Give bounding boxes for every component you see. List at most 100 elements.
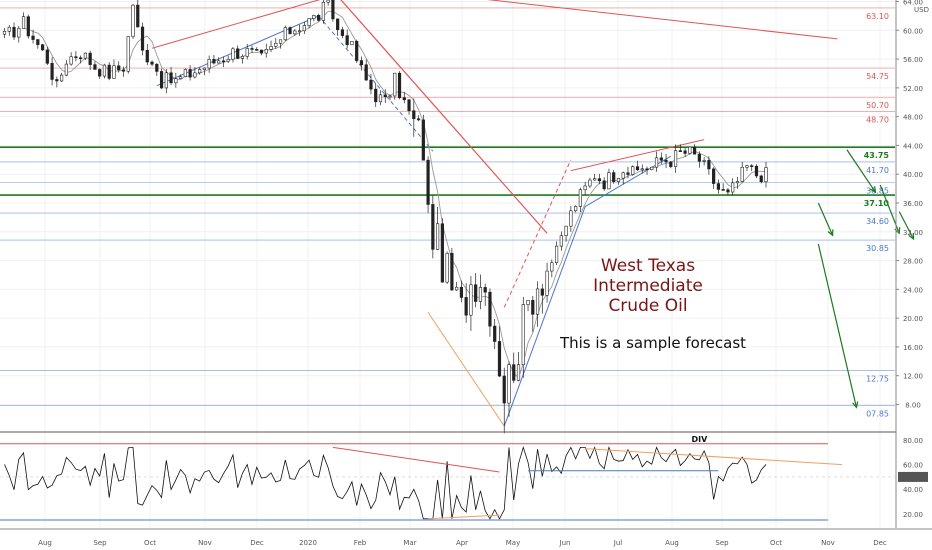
candle-body-99 [474, 284, 478, 302]
chart-title-line-3: Crude Oil [608, 296, 687, 316]
price-tick-label-8: 32.00 [903, 229, 923, 237]
candles-layer [2, 0, 768, 434]
candle-body-60 [288, 27, 292, 35]
candle-body-58 [278, 39, 283, 44]
candle-body-12 [60, 74, 64, 82]
candle-body-86 [412, 110, 416, 120]
candle-body-88 [421, 119, 425, 161]
candle-body-78 [374, 88, 378, 103]
candle-body-20 [98, 69, 102, 77]
forecast-arrow-head-4 [852, 401, 859, 409]
price-tick-label-10: 24.00 [903, 286, 923, 294]
candle-body-115 [550, 262, 554, 272]
candle-body-62 [297, 30, 302, 33]
candle-body-104 [497, 341, 502, 377]
price-tick-label-9: 28.00 [903, 258, 923, 266]
time-tick-label-10: Jun [559, 539, 571, 547]
candle-body-11 [55, 79, 59, 82]
indicator-line [4, 446, 767, 520]
level-label-6: 38.85 [866, 186, 889, 195]
candle-body-112 [535, 288, 540, 315]
candle-body-17 [83, 52, 88, 59]
candle-body-108 [516, 364, 521, 381]
chart-title-line-2: Intermediate [593, 276, 703, 296]
candle-body-15 [74, 56, 78, 59]
indicator-current-label: 50.00 [903, 474, 923, 482]
candle-body-36 [174, 78, 178, 84]
candle-body-142 [678, 150, 682, 152]
candle-body-109 [521, 304, 525, 365]
candle-body-32 [155, 63, 159, 72]
candle-body-116 [554, 245, 559, 264]
price-tick-label-14: 8.00 [905, 402, 921, 410]
trend-red-upper [570, 139, 705, 172]
candle-body-72 [345, 35, 349, 46]
level-label-5: 41.70 [866, 166, 889, 175]
candle-body-95 [455, 286, 459, 291]
level-label-7: 37.10 [864, 199, 890, 208]
candle-body-37 [178, 76, 183, 79]
time-tick-label-5: 2020 [299, 539, 317, 547]
candle-body-67 [321, 1, 325, 21]
price-tick-label-2: 56.00 [903, 56, 923, 64]
candle-body-80 [383, 94, 387, 98]
candle-body-100 [478, 287, 483, 302]
level-lines-layer: 63.10 54.75 50.70 48.70 43.75 41.70 38.85 37.10… [0, 7, 895, 419]
candle-body-8 [40, 44, 45, 51]
trend-blue-up-1 [503, 206, 586, 427]
level-label-10: 12.75 [866, 374, 889, 383]
candle-body-13 [64, 63, 68, 76]
candle-body-157 [750, 165, 754, 167]
candle-body-124 [593, 178, 597, 181]
candle-body-26 [126, 36, 130, 72]
candle-body-155 [740, 166, 744, 182]
candle-body-5 [26, 16, 30, 37]
candle-body-139 [664, 159, 668, 163]
candle-body-138 [659, 157, 663, 161]
candle-body-140 [669, 161, 673, 167]
price-tick-label-13: 12.00 [903, 373, 923, 381]
candle-body-156 [745, 165, 749, 168]
candle-body-107 [512, 364, 516, 381]
time-tick-label-3: Nov [198, 539, 212, 547]
candle-body-132 [631, 166, 635, 175]
candle-body-148 [707, 160, 711, 170]
candle-body-106 [507, 364, 511, 404]
candle-body-41 [198, 69, 202, 74]
trend-upper-red [151, 0, 321, 49]
candle-body-146 [697, 153, 701, 162]
candle-body-96 [459, 286, 464, 298]
forecast-arrow-shaft-2 [898, 211, 915, 240]
candle-body-39 [188, 69, 192, 78]
candle-body-130 [621, 172, 625, 179]
candle-body-110 [526, 300, 530, 305]
candle-body-46 [221, 60, 226, 63]
candle-body-143 [683, 150, 687, 154]
candle-body-123 [588, 179, 592, 187]
candle-body-98 [469, 284, 473, 316]
trend-red-up-dashed [503, 159, 572, 308]
price-tick-label-6: 40.00 [903, 171, 923, 179]
candle-body-50 [240, 56, 245, 59]
candle-body-159 [759, 175, 763, 183]
candle-body-51 [245, 48, 249, 57]
level-label-8: 34.60 [866, 217, 889, 226]
trend-red-down [340, 0, 548, 234]
candle-body-10 [50, 63, 54, 80]
candle-body-92 [440, 223, 444, 283]
candle-body-81 [388, 95, 392, 98]
candle-body-44 [212, 59, 216, 64]
candle-body-70 [336, 18, 340, 31]
candle-body-33 [159, 71, 164, 89]
price-tick-label-4: 48.00 [903, 114, 923, 122]
time-tick-label-12: Aug [665, 539, 679, 547]
candle-body-68 [326, 0, 330, 3]
candle-body-121 [578, 189, 582, 207]
candle-body-83 [397, 72, 402, 99]
candle-body-135 [645, 168, 649, 171]
candle-body-9 [45, 49, 49, 64]
time-tick-label-8: Apr [456, 539, 468, 547]
